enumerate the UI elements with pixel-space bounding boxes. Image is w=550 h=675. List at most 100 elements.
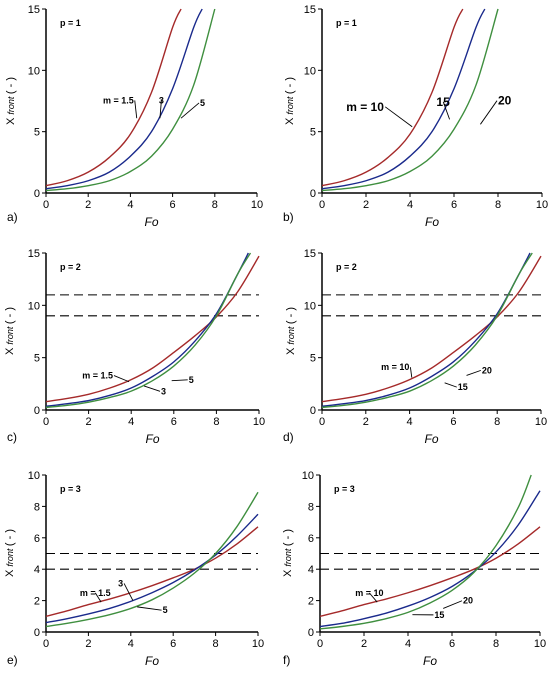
y-tick-label: 0 [310, 188, 316, 200]
panel-label: e) [7, 653, 18, 667]
x-axis-label: Fo [423, 654, 437, 668]
y-tick-label: 10 [304, 300, 316, 312]
x-tick-label: 10 [534, 638, 546, 650]
y-axis-label-subscript: front [283, 546, 293, 567]
panel-label: a) [7, 210, 18, 224]
y-tick-label: 10 [28, 65, 40, 77]
x-tick-label: 0 [319, 416, 325, 428]
x-tick-label: 10 [253, 416, 265, 428]
annotation-leader-line [442, 101, 451, 120]
x-tick-label: 10 [535, 416, 547, 428]
x-tick-label: 10 [251, 199, 263, 211]
y-axis-label-main: X [282, 567, 294, 577]
x-tick-label: 0 [319, 199, 325, 211]
x-tick-label: 0 [43, 199, 49, 211]
y-axis-label-subscript: front [286, 324, 296, 345]
y-axis-label-main: X [284, 115, 296, 125]
x-tick-label: 4 [407, 199, 413, 211]
x-tick-label: 6 [449, 638, 455, 650]
series-line-1 [320, 526, 541, 617]
y-axis-label: X front ( - ) [285, 307, 297, 355]
y-tick-label: 10 [28, 300, 40, 312]
x-tick-label: 10 [536, 199, 548, 211]
x-tick-label: 8 [495, 199, 501, 211]
series-annotation: 5 [200, 98, 205, 108]
y-tick-label: 0 [34, 188, 40, 200]
annotation-leader-line [123, 583, 134, 601]
series-line-1 [46, 526, 259, 617]
x-tick-label: 8 [493, 638, 499, 650]
y-tick-label: 15 [304, 4, 316, 16]
y-tick-label: 15 [304, 248, 316, 260]
series-annotation: m = 1.5 [82, 371, 113, 381]
annotation-leader-line [466, 369, 482, 376]
y-tick-label: 4 [308, 564, 314, 576]
x-tick-label: 4 [405, 638, 411, 650]
x-tick-label: 6 [451, 199, 457, 211]
x-tick-label: 2 [361, 638, 367, 650]
x-axis-label: Fo [144, 215, 158, 229]
y-tick-label: 10 [302, 470, 314, 482]
x-tick-label: 8 [213, 416, 219, 428]
x-tick-label: 6 [170, 199, 176, 211]
parameter-label: p = 3 [60, 484, 81, 494]
x-tick-label: 4 [127, 199, 133, 211]
y-axis-label-subscript: front [5, 324, 15, 345]
y-tick-label: 6 [34, 533, 40, 545]
parameter-label: p = 3 [334, 484, 355, 494]
series-annotation: 15 [434, 610, 444, 620]
y-tick-label: 0 [308, 627, 314, 639]
series-line-3 [320, 474, 532, 630]
series-line-1 [46, 8, 182, 187]
x-tick-label: 0 [43, 638, 49, 650]
x-tick-label: 4 [128, 638, 134, 650]
y-axis-label-subscript: front [5, 546, 15, 567]
parameter-label: p = 1 [336, 18, 357, 28]
y-tick-label: 10 [304, 65, 316, 77]
x-tick-label: 6 [170, 638, 176, 650]
series-line-2 [46, 8, 203, 190]
series-annotation: 5 [163, 605, 168, 615]
x-tick-label: 2 [85, 638, 91, 650]
series-line-1 [46, 255, 260, 403]
x-tick-label: 2 [86, 416, 92, 428]
panel-label: b) [283, 210, 294, 224]
y-axis-label-main: X [5, 115, 17, 125]
x-tick-label: 0 [317, 638, 323, 650]
x-axis-label: Fo [425, 215, 439, 229]
y-axis-label-main: X [285, 345, 297, 355]
chart-panel-3: 0 2 4 6 8 10 0 5 10 15 Fo X front ( - ) c) p = 2 m = 1… [4, 248, 265, 446]
series-line-2 [46, 513, 259, 624]
annotation-leader-line [409, 367, 413, 378]
y-axis-label: X front ( - ) [5, 77, 17, 125]
series-line-3 [322, 8, 499, 192]
series-annotation: 15 [458, 382, 468, 392]
annotation-leader-line [480, 100, 498, 125]
series-annotation: 20 [463, 596, 473, 606]
y-tick-label: 15 [28, 248, 40, 260]
annotation-leader-line [94, 592, 102, 603]
y-axis-label-subscript: front [285, 94, 295, 115]
series-line-1 [322, 255, 542, 403]
series-annotation: m = 10 [346, 100, 384, 114]
x-tick-label: 2 [363, 199, 369, 211]
x-tick-label: 8 [212, 199, 218, 211]
series-annotation: m = 10 [381, 362, 409, 372]
series-annotation: 20 [482, 365, 492, 375]
x-axis-label: Fo [145, 654, 159, 668]
series-line-2 [322, 8, 486, 190]
y-tick-label: 0 [310, 405, 316, 417]
y-axis-label: X front ( - ) [282, 529, 294, 577]
annotation-leader-line [368, 592, 378, 603]
annotation-leader-line [444, 382, 457, 388]
y-tick-label: 6 [308, 533, 314, 545]
y-axis-label-unit: ( - ) [282, 529, 294, 546]
series-annotation: m = 1.5 [103, 95, 134, 105]
y-axis-label-unit: ( - ) [5, 77, 17, 94]
panel-label: c) [7, 430, 17, 444]
x-tick-label: 8 [494, 416, 500, 428]
x-axis-label: Fo [424, 432, 438, 446]
